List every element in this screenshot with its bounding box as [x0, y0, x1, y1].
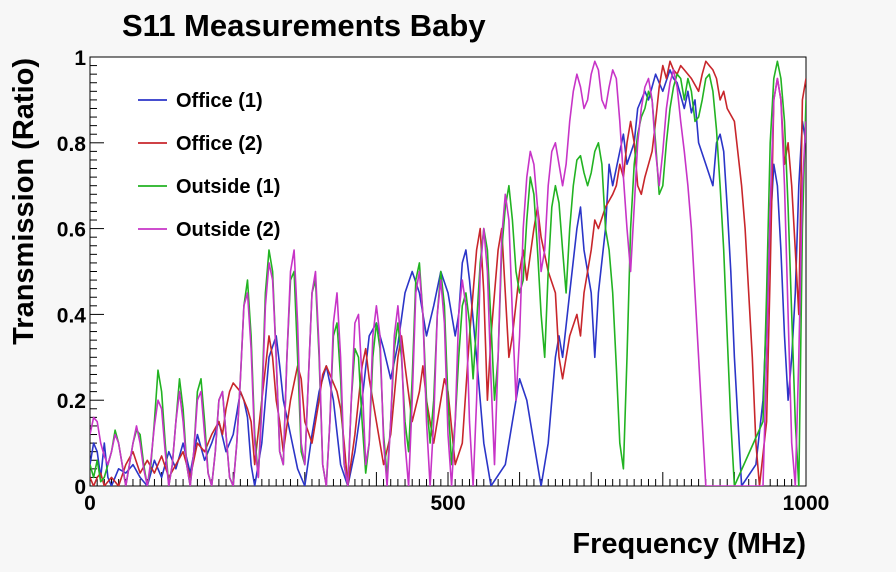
y-tick-label: 1 — [74, 47, 86, 70]
y-tick-label: 0.8 — [57, 133, 87, 156]
y-tick-label: 0.4 — [57, 304, 87, 327]
y-axis-title: Transmission (Ratio) — [8, 58, 40, 345]
x-tick-label: 1000 — [783, 492, 830, 515]
legend: Office (1) Office (2) Outside (1) Outside (… — [138, 90, 280, 241]
series-line-2 — [90, 60, 806, 486]
x-tick-label: 500 — [430, 492, 465, 515]
y-tick-label: 0.2 — [57, 390, 86, 413]
x-axis-title: Frequency (MHz) — [572, 528, 806, 560]
legend-label: Outside (2) — [176, 219, 280, 241]
legend-label: Office (2) — [176, 133, 263, 155]
legend-label: Outside (1) — [176, 176, 280, 198]
y-tick-label: 0 — [74, 476, 86, 499]
y-axis: 0 0.2 0.4 0.6 0.8 1 — [57, 47, 104, 499]
series-line-4 — [90, 60, 806, 486]
x-tick-label: 0 — [84, 492, 96, 515]
series-layer — [90, 60, 806, 486]
chart-title: S11 Measurements Baby — [122, 8, 486, 43]
legend-label: Office (1) — [176, 90, 263, 112]
y-tick-label: 0.6 — [57, 219, 86, 242]
